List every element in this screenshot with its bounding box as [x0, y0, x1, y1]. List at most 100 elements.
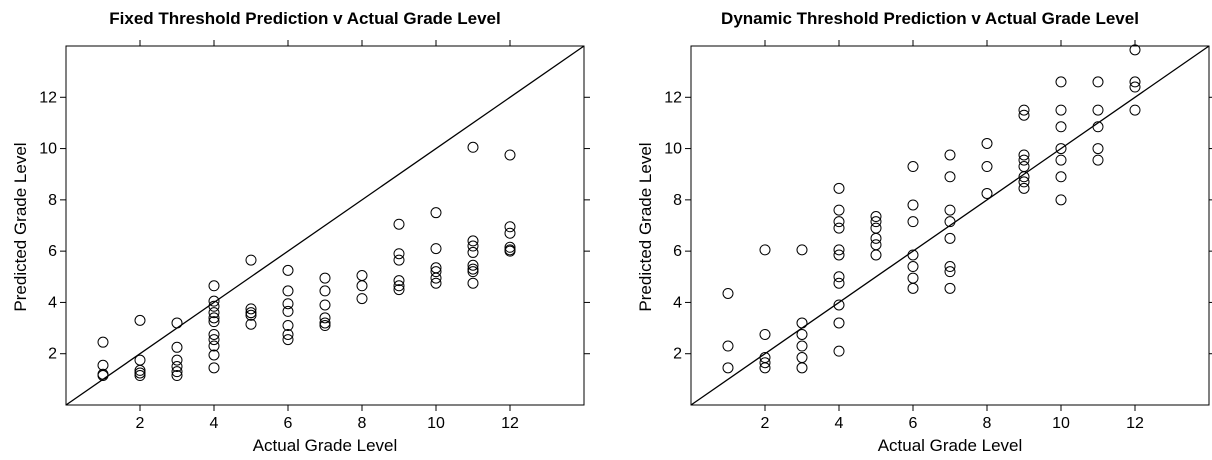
right-chart-data-point — [907, 261, 919, 273]
right-chart-data-point — [981, 161, 993, 173]
right-chart-data-point — [1055, 104, 1067, 116]
right-chart-data-point — [944, 232, 956, 244]
left-chart-data-point — [134, 354, 146, 366]
right-chart-data-point — [796, 362, 808, 374]
left-chart-data-point — [467, 263, 479, 275]
left-chart-data-point — [504, 245, 516, 257]
left-chart-y-tick-label: 4 — [48, 294, 57, 311]
right-chart-data-point — [796, 244, 808, 256]
right-chart-data-point — [833, 271, 845, 283]
right-chart-data-point — [759, 244, 771, 256]
left-chart-data-point — [245, 307, 257, 319]
right-chart-data-point — [759, 357, 771, 369]
left-chart-x-tick-label: 6 — [284, 415, 293, 432]
left-chart-y-tick-label: 2 — [48, 346, 57, 363]
right-chart-y-tick-label: 10 — [664, 141, 682, 158]
right-chart-data-point — [907, 216, 919, 228]
right-chart-data-point — [833, 204, 845, 216]
right-chart-data-point — [833, 277, 845, 289]
left-chart-x-tick-label: 8 — [358, 415, 367, 432]
left-chart-data-point — [467, 246, 479, 258]
right-chart-data-point — [1129, 81, 1141, 93]
right-chart-x-axis-label: Actual Grade Level — [878, 436, 1023, 455]
left-chart-x-tick-label: 4 — [210, 415, 219, 432]
right-chart-data-point — [1129, 44, 1141, 56]
left-chart-x-tick-label: 2 — [136, 415, 145, 432]
left-chart-data-point — [356, 280, 368, 292]
left-chart-data-point — [171, 366, 183, 378]
right-chart-data-point — [759, 328, 771, 340]
left-chart-data-point — [282, 328, 294, 340]
left-chart-data-point — [245, 318, 257, 330]
left-chart-data-point — [430, 272, 442, 284]
left-chart-data-point — [208, 312, 220, 324]
left-chart-data-point — [467, 266, 479, 278]
left-chart-frame — [65, 45, 585, 406]
right-chart-title: Dynamic Threshold Prediction v Actual Gr… — [721, 9, 1139, 28]
left-chart-data-point — [319, 312, 331, 324]
left-chart-data-point — [208, 307, 220, 319]
right-chart-data-point — [833, 299, 845, 311]
right-chart-x-tick-label: 2 — [761, 415, 770, 432]
left-chart-data-point — [393, 218, 405, 230]
left-chart-data-point — [393, 284, 405, 296]
right-chart-data-point — [1092, 121, 1104, 133]
left-chart-data-point — [467, 259, 479, 271]
right-chart-data-point — [1018, 149, 1030, 161]
right-chart-data-point — [870, 211, 882, 223]
right-chart-data-point — [907, 282, 919, 294]
right-chart-data-point — [833, 345, 845, 357]
left-chart-data-point — [393, 275, 405, 287]
right-chart-data-point — [1092, 76, 1104, 88]
right-chart-y-tick-label: 4 — [673, 294, 682, 311]
right-chart-data-point — [722, 340, 734, 352]
left-chart-data-point — [504, 149, 516, 161]
left-chart-data-point — [171, 361, 183, 373]
right-chart-data-point — [833, 249, 845, 261]
left-chart-data-point — [282, 305, 294, 317]
left-chart-data-point — [282, 320, 294, 332]
left-chart-data-point — [467, 240, 479, 252]
right-chart-data-point — [870, 216, 882, 228]
left-chart-data-point — [356, 270, 368, 282]
left-chart-data-point — [430, 266, 442, 278]
left-chart-plot-area: 2 4 6 8 10 12 2 4 6 8 10 12 — [39, 40, 590, 432]
right-chart-data-point — [1129, 76, 1141, 88]
right-chart-data-point — [833, 244, 845, 256]
right-chart-data-point — [833, 222, 845, 234]
left-chart-data-point — [319, 285, 331, 297]
right-chart-data-point — [981, 187, 993, 199]
right-chart-plot-area: 2 4 6 8 10 12 2 4 6 8 10 12 — [664, 40, 1212, 432]
right-chart-data-point — [833, 317, 845, 329]
left-chart-data-point — [430, 277, 442, 289]
right-chart-data-point — [870, 222, 882, 234]
left-chart-data-point — [504, 241, 516, 253]
right-chart-data-point — [1018, 109, 1030, 121]
left-chart-data-point — [430, 207, 442, 219]
left-chart-data-point — [208, 334, 220, 346]
right-chart-data-point — [1055, 121, 1067, 133]
right-chart-data-point — [944, 149, 956, 161]
left-chart-data-point — [393, 280, 405, 292]
left-chart-data-point — [393, 248, 405, 260]
right-chart-data-point — [1018, 182, 1030, 194]
left-chart-x-tick-label: 12 — [501, 415, 519, 432]
right-chart-data-point — [870, 232, 882, 244]
left-chart-x-tick-label: 10 — [427, 415, 445, 432]
right-chart: Dynamic Threshold Prediction v Actual Gr… — [636, 9, 1212, 455]
left-chart-data-point — [245, 303, 257, 315]
left-chart-title: Fixed Threshold Prediction v Actual Grad… — [109, 9, 500, 28]
right-chart-data-point — [759, 362, 771, 374]
left-chart-data-point — [171, 317, 183, 329]
left-chart-data-point — [208, 328, 220, 340]
right-chart-data-point — [1055, 171, 1067, 183]
left-chart: Fixed Threshold Prediction v Actual Grad… — [11, 9, 590, 455]
right-chart-data-point — [1092, 143, 1104, 155]
right-chart-data-point — [944, 204, 956, 216]
left-chart-data-point — [97, 336, 109, 348]
left-chart-data-point — [208, 340, 220, 352]
left-chart-x-axis-label: Actual Grade Level — [253, 436, 398, 455]
right-chart-data-point — [1055, 194, 1067, 206]
right-chart-data-point — [1018, 161, 1030, 173]
